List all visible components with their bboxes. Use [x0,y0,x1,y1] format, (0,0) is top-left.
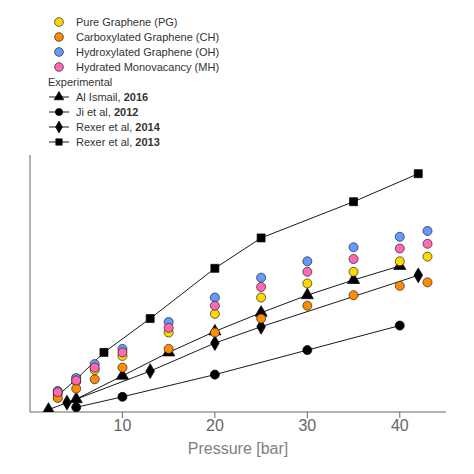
svg-text:20: 20 [206,417,224,434]
html-text:Ji et al, 2012: Ji et al, 2012 [76,105,139,118]
svg-text:40: 40 [391,417,409,434]
html-text:Experimental: Experimental [48,75,113,88]
svg-text:30: 30 [298,417,316,434]
html-text:Hydroxylated Graphene (OH): Hydroxylated Graphene (OH) [76,45,220,58]
html-text:Hydrated Monovacancy (MH): Hydrated Monovacancy (MH) [76,60,220,73]
html-text:Rexer et al, 2014: Rexer et al, 2014 [76,120,160,133]
svg-text:Pressure [bar]: Pressure [bar] [188,440,288,457]
html-text:Rexer et al, 2013: Rexer et al, 2013 [76,135,160,148]
html-text:Pure Graphene (PG): Pure Graphene (PG) [76,15,178,28]
html-text:Carboxylated Graphene (CH): Carboxylated Graphene (CH) [76,30,220,43]
svg-text:10: 10 [114,417,132,434]
html-text:Al Ismail, 2016: Al Ismail, 2016 [76,90,149,103]
